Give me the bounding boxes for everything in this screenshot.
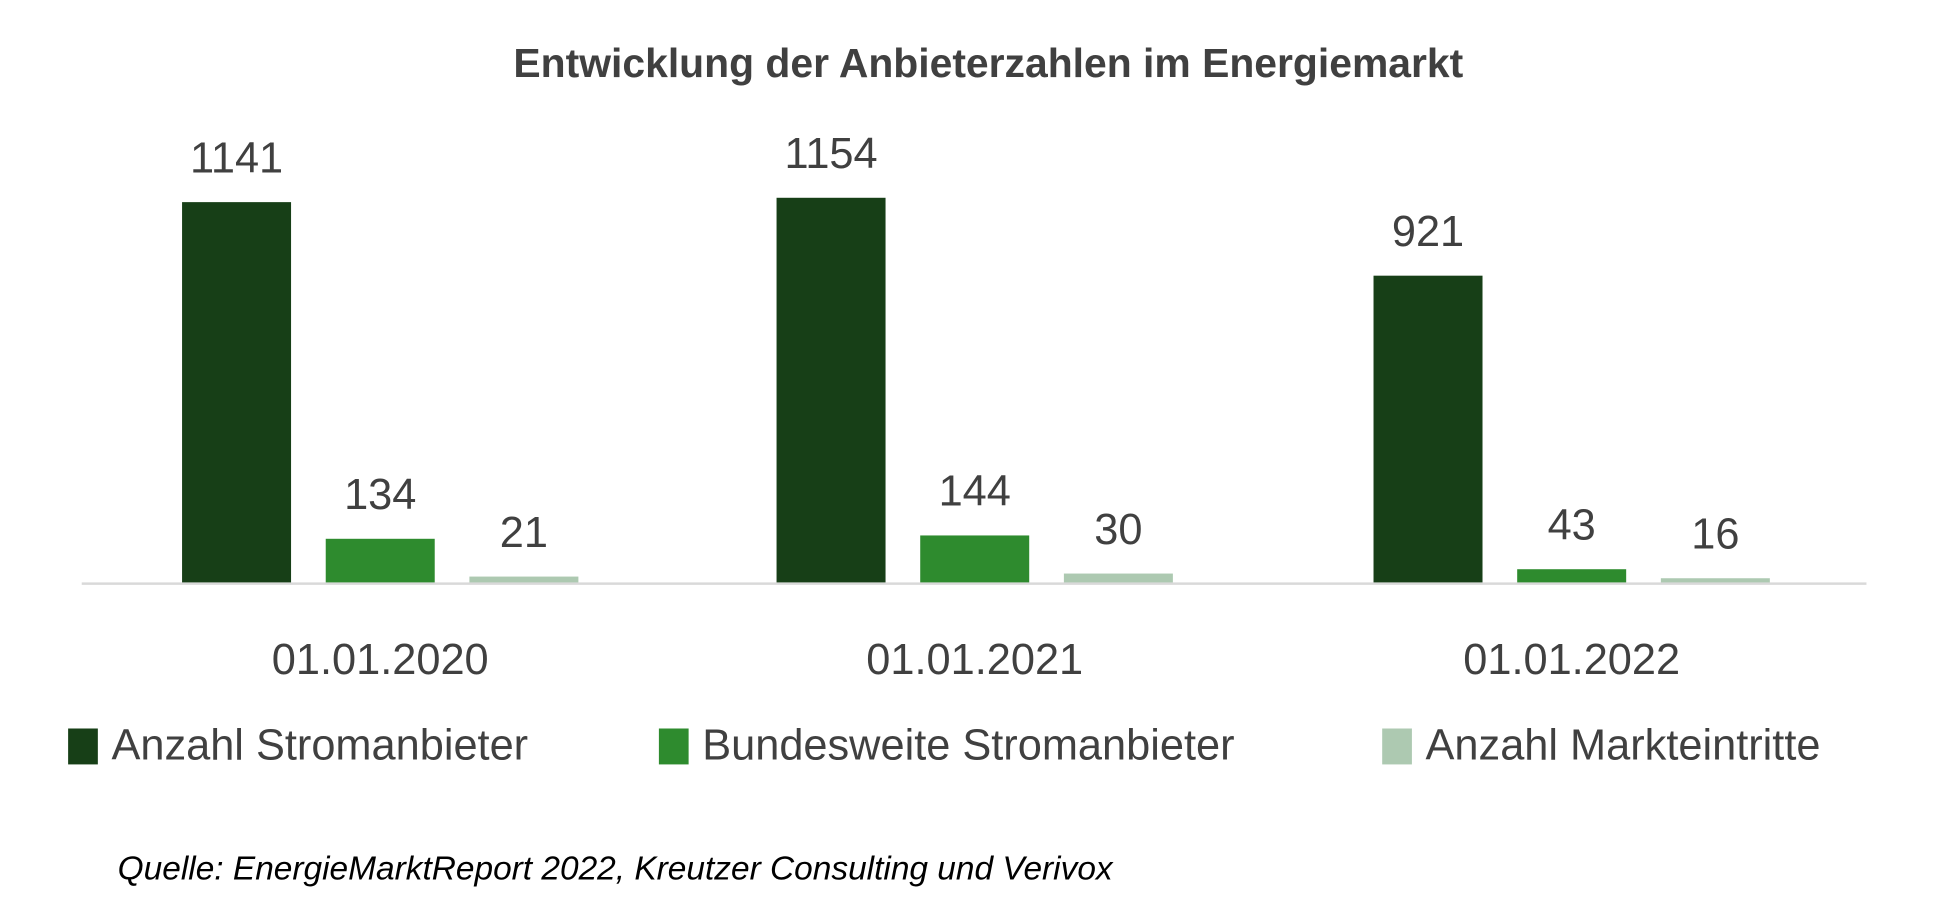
source-note: Quelle: EnergieMarktReport 2022, Kreutze…	[118, 851, 1114, 888]
bar	[1660, 578, 1770, 584]
category-labels: 01.01.2020 01.01.2021 01.01.2022	[272, 636, 1680, 684]
data-label: 16	[1691, 511, 1739, 559]
legend: Anzahl Stromanbieter Bundesweite Stromanb…	[68, 721, 1820, 769]
legend-label: Anzahl Stromanbieter	[111, 721, 528, 769]
bar	[1373, 275, 1483, 584]
category-label: 01.01.2022	[1463, 636, 1680, 684]
data-label: 1154	[784, 130, 877, 178]
bar	[325, 538, 435, 584]
bar	[776, 197, 886, 584]
category-label: 01.01.2021	[866, 636, 1083, 684]
data-label: 1141	[190, 134, 283, 182]
data-label: 134	[344, 471, 416, 519]
bar	[182, 202, 292, 584]
legend-swatch	[658, 728, 689, 765]
legend-label: Bundesweite Stromanbieter	[702, 721, 1234, 769]
chart-title: Entwicklung der Anbieterzahlen im Energi…	[513, 40, 1463, 86]
category-label: 01.01.2020	[272, 636, 489, 684]
bars: 1141 134 21 1154 144 30 921 43 16	[182, 130, 1770, 584]
data-label: 921	[1392, 208, 1464, 256]
legend-label: Anzahl Markteintritte	[1426, 721, 1821, 769]
data-label: 21	[500, 509, 548, 557]
legend-swatch	[1382, 728, 1412, 765]
legend-swatch	[68, 728, 98, 765]
data-label: 43	[1548, 501, 1596, 549]
bar	[1517, 569, 1627, 584]
bar	[1063, 573, 1173, 584]
bar	[469, 576, 579, 584]
data-label: 30	[1094, 506, 1142, 554]
data-label: 144	[939, 468, 1011, 516]
bar	[920, 535, 1030, 584]
